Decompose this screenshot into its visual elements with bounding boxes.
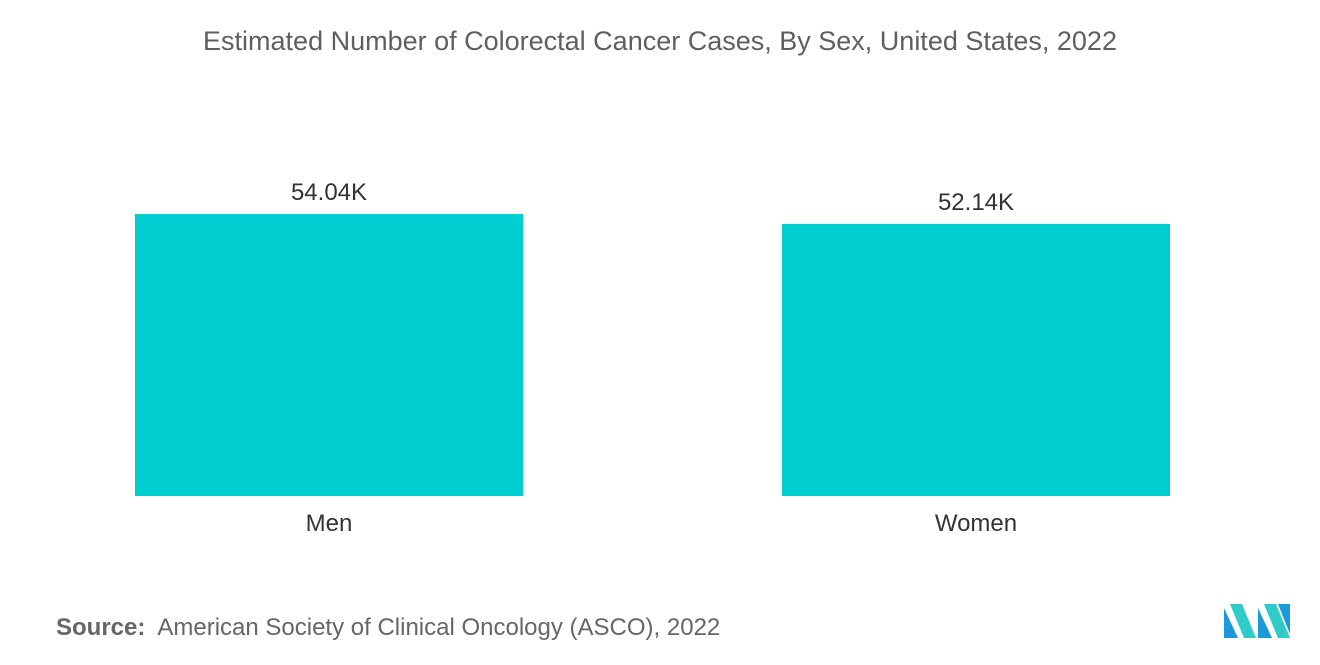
- logo-shape-mid-a: [1230, 604, 1256, 638]
- category-label-women: Women: [935, 510, 1017, 537]
- bar-men: [135, 214, 523, 496]
- logo-shape-mid-b: [1258, 608, 1272, 638]
- category-label-men: Men: [306, 510, 353, 537]
- logo-shape-right-a: [1264, 604, 1290, 638]
- source-text: American Society of Clinical Oncology (A…: [157, 614, 721, 641]
- mordor-intelligence-logo: [1224, 604, 1290, 638]
- source-label: Source:: [56, 614, 146, 641]
- logo-shape-left: [1224, 608, 1238, 638]
- data-label-women: 52.14K: [938, 189, 1014, 216]
- bar-women: [782, 223, 1170, 497]
- data-label-men: 54.04K: [291, 179, 367, 206]
- source-note: Source: American Society of Clinical Onco…: [56, 614, 720, 642]
- chart-title: Estimated Number of Colorectal Cancer Ca…: [203, 26, 1117, 56]
- logo-shape-right-b: [1278, 604, 1290, 634]
